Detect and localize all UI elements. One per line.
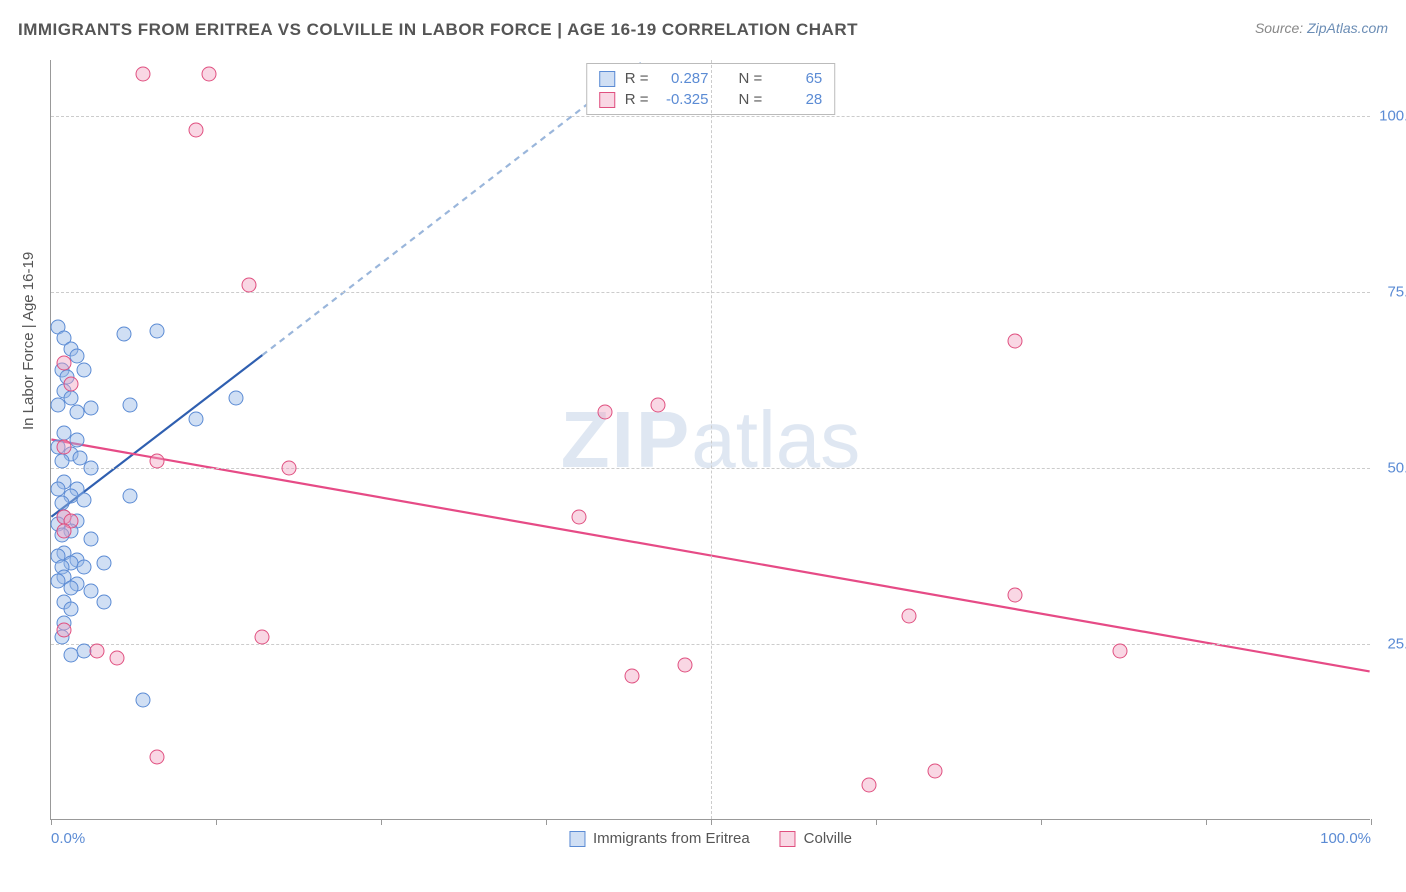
scatter-point xyxy=(281,461,296,476)
scatter-point xyxy=(624,668,639,683)
scatter-point xyxy=(70,433,85,448)
scatter-point xyxy=(1113,644,1128,659)
scatter-point xyxy=(136,693,151,708)
scatter-point xyxy=(189,411,204,426)
scatter-point xyxy=(116,327,131,342)
legend-label-2: Colville xyxy=(804,830,852,847)
scatter-point xyxy=(123,489,138,504)
scatter-plot-area: ZIPatlas R = 0.287 N = 65 R = -0.325 N =… xyxy=(50,60,1370,820)
scatter-point xyxy=(77,362,92,377)
legend-swatch-2 xyxy=(780,831,796,847)
scatter-point xyxy=(96,556,111,571)
x-minor-tick xyxy=(546,819,547,825)
scatter-point xyxy=(63,580,78,595)
y-axis-label: In Labor Force | Age 16-19 xyxy=(20,252,37,430)
scatter-point xyxy=(228,390,243,405)
scatter-point xyxy=(83,401,98,416)
legend-item-1: Immigrants from Eritrea xyxy=(569,830,750,847)
x-tick-mark xyxy=(51,819,52,825)
scatter-point xyxy=(189,123,204,138)
legend-item-2: Colville xyxy=(780,830,852,847)
scatter-point xyxy=(572,510,587,525)
scatter-point xyxy=(63,390,78,405)
scatter-point xyxy=(96,594,111,609)
x-tick-label: 0.0% xyxy=(51,830,85,847)
scatter-point xyxy=(862,777,877,792)
y-tick-label: 25.0% xyxy=(1375,636,1406,653)
chart-header: IMMIGRANTS FROM ERITREA VS COLVILLE IN L… xyxy=(18,20,1388,50)
x-tick-mark xyxy=(1371,819,1372,825)
scatter-point xyxy=(83,531,98,546)
r-label: R = xyxy=(625,70,649,87)
source-attribution: Source: ZipAtlas.com xyxy=(1255,20,1388,36)
scatter-point xyxy=(202,67,217,82)
scatter-point xyxy=(110,651,125,666)
scatter-point xyxy=(77,559,92,574)
scatter-point xyxy=(598,404,613,419)
r-label: R = xyxy=(625,91,649,108)
scatter-point xyxy=(902,608,917,623)
r-value-2: -0.325 xyxy=(659,91,709,108)
scatter-point xyxy=(1007,587,1022,602)
scatter-point xyxy=(57,524,72,539)
x-minor-tick xyxy=(876,819,877,825)
scatter-point xyxy=(77,492,92,507)
source-link[interactable]: ZipAtlas.com xyxy=(1307,20,1388,36)
scatter-point xyxy=(63,647,78,662)
scatter-point xyxy=(136,67,151,82)
x-minor-tick xyxy=(216,819,217,825)
source-prefix: Source: xyxy=(1255,20,1307,36)
scatter-point xyxy=(63,376,78,391)
legend-swatch-1 xyxy=(569,831,585,847)
scatter-point xyxy=(54,454,69,469)
x-tick-mark xyxy=(711,819,712,825)
scatter-point xyxy=(50,397,65,412)
scatter-point xyxy=(255,630,270,645)
r-value-1: 0.287 xyxy=(659,70,709,87)
scatter-point xyxy=(1007,334,1022,349)
scatter-point xyxy=(651,397,666,412)
n-label: N = xyxy=(739,70,763,87)
y-tick-label: 75.0% xyxy=(1375,284,1406,301)
scatter-point xyxy=(83,461,98,476)
x-minor-tick xyxy=(1206,819,1207,825)
chart-title: IMMIGRANTS FROM ERITREA VS COLVILLE IN L… xyxy=(18,20,858,39)
n-label: N = xyxy=(739,91,763,108)
scatter-point xyxy=(57,355,72,370)
scatter-point xyxy=(123,397,138,412)
watermark-light: atlas xyxy=(691,395,860,484)
y-tick-label: 100.0% xyxy=(1375,108,1406,125)
n-value-1: 65 xyxy=(772,70,822,87)
bottom-legend: Immigrants from Eritrea Colville xyxy=(569,830,852,847)
y-tick-label: 50.0% xyxy=(1375,460,1406,477)
scatter-point xyxy=(242,278,257,293)
scatter-point xyxy=(54,496,69,511)
scatter-point xyxy=(928,763,943,778)
scatter-point xyxy=(83,584,98,599)
scatter-point xyxy=(149,749,164,764)
gridline-v xyxy=(711,60,712,819)
scatter-point xyxy=(90,644,105,659)
x-minor-tick xyxy=(1041,819,1042,825)
scatter-point xyxy=(70,348,85,363)
scatter-point xyxy=(63,601,78,616)
scatter-point xyxy=(149,454,164,469)
scatter-point xyxy=(677,658,692,673)
x-minor-tick xyxy=(381,819,382,825)
x-tick-label: 100.0% xyxy=(1320,830,1371,847)
swatch-series-1 xyxy=(599,71,615,87)
watermark-bold: ZIP xyxy=(561,395,691,484)
scatter-point xyxy=(57,440,72,455)
scatter-point xyxy=(149,323,164,338)
n-value-2: 28 xyxy=(772,91,822,108)
scatter-point xyxy=(57,623,72,638)
legend-label-1: Immigrants from Eritrea xyxy=(593,830,750,847)
swatch-series-2 xyxy=(599,92,615,108)
